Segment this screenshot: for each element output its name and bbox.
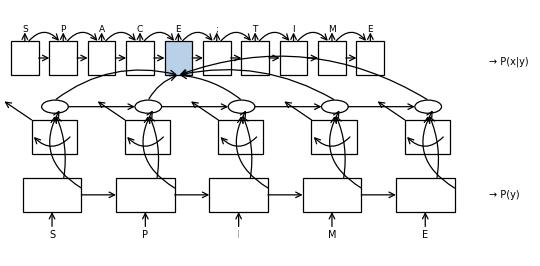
Bar [31,120,77,154]
Bar [165,41,192,75]
Text: I: I [292,24,295,34]
Text: P: P [60,24,66,34]
Text: ;: ; [215,24,218,34]
Bar [318,41,346,75]
Text: I: I [237,230,240,240]
Bar [11,41,39,75]
Bar [280,41,307,75]
Bar [241,41,269,75]
Bar [405,120,450,154]
Text: E: E [176,24,181,34]
Bar [23,178,82,212]
Bar [396,178,455,212]
Text: E: E [368,24,373,34]
Text: A: A [99,24,105,34]
Bar [356,41,384,75]
Bar [210,178,268,212]
Text: M: M [328,24,336,34]
Text: C: C [137,24,143,34]
Text: S: S [22,24,28,34]
Bar [312,120,357,154]
Text: → P(y): → P(y) [489,190,520,200]
Bar [203,41,231,75]
Bar [302,178,361,212]
Text: → P(x|y): → P(x|y) [489,56,529,67]
Text: T: T [253,24,258,34]
Text: S: S [49,230,55,240]
Text: P: P [143,230,148,240]
Bar [218,120,264,154]
Bar [126,41,154,75]
Text: M: M [328,230,336,240]
Bar [88,41,116,75]
Bar [125,120,170,154]
Bar [116,178,174,212]
Bar [49,41,77,75]
Text: E: E [422,230,428,240]
